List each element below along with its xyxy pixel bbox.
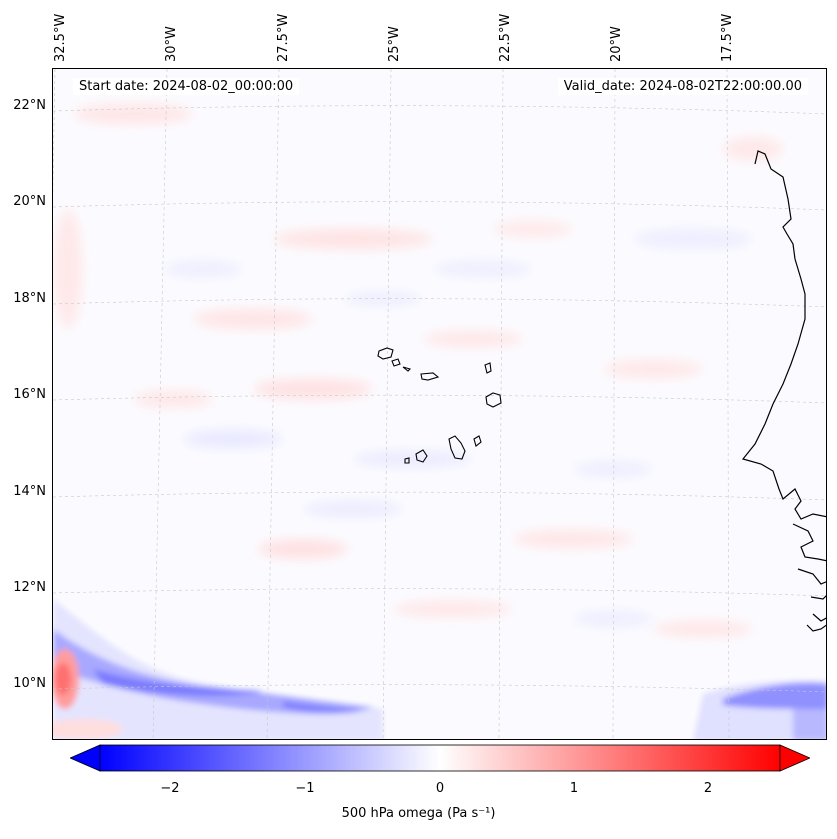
lat-label-12n: 12°N [13,580,46,595]
colorbar-tick-2: 2 [703,781,713,796]
colorbar-max-extend [779,744,812,772]
colorbar-tick-0: 0 [435,781,445,796]
lon-label-17-5w: 17.5°W [720,13,735,62]
lon-label-30w: 30°W [164,26,179,62]
start-date-label: Start date: 2024-08-02_00:00:00 [73,78,300,95]
colorbar-min-extend [68,744,101,772]
colorbar-title: 500 hPa omega (Pa s⁻¹) [341,806,496,821]
lat-label-18n: 18°N [13,291,46,306]
lon-label-27-5w: 27.5°W [276,13,291,62]
map-panel: Start date: 2024-08-02_00:00:00 Valid_da… [52,68,827,740]
colorbar-gradient [99,744,781,772]
lat-label-22n: 22°N [13,98,46,113]
lat-label-16n: 16°N [13,387,46,402]
lon-label-22-5w: 22.5°W [498,13,513,62]
lat-label-14n: 14°N [13,484,46,499]
omega-field [53,69,826,739]
colorbar [68,744,812,772]
lon-label-25w: 25°W [387,26,402,62]
lat-label-20n: 20°N [13,194,46,209]
colorbar-tick-1: 1 [569,781,579,796]
valid-date-label: Valid_date: 2024-08-02T22:00:00.00 [557,78,808,95]
colorbar-tick-minus2: −2 [160,781,180,796]
lat-label-10n: 10°N [13,676,46,691]
lon-label-32-5w: 32.5°W [53,13,68,62]
lon-label-20w: 20°W [609,26,624,62]
coastline [741,150,826,632]
colorbar-tick-minus1: −1 [295,781,315,796]
